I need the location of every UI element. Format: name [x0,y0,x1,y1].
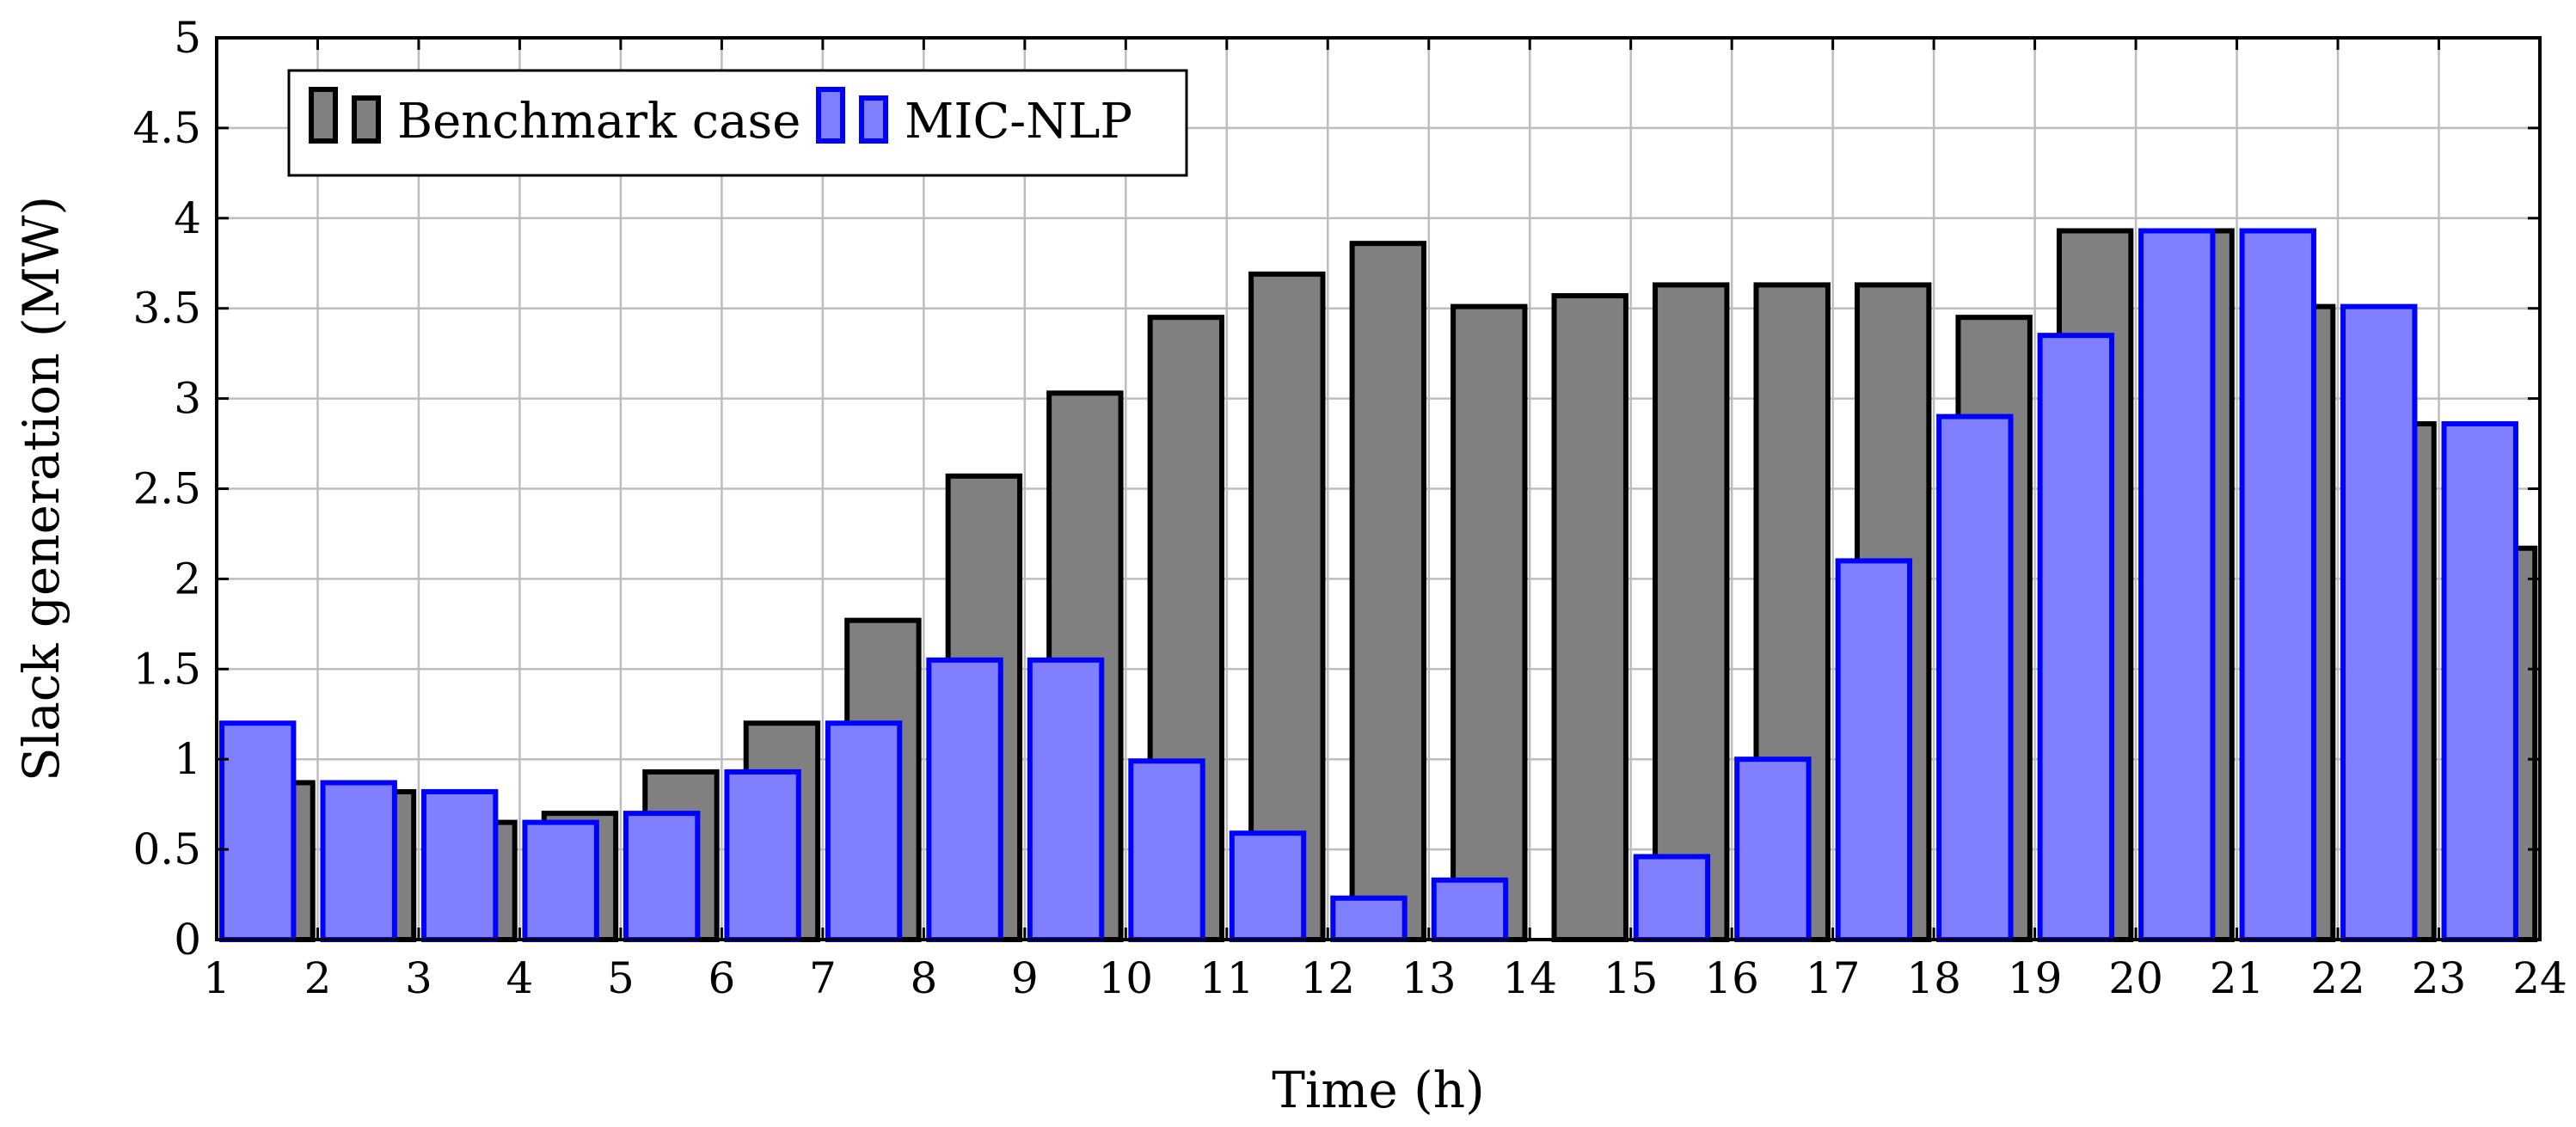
mic-nlp-bar [825,720,903,942]
benchmark-bar [1248,271,1326,942]
legend-swatch [352,95,381,144]
x-tick-label: 16 [1704,953,1759,1003]
mic-nlp-bar [420,788,499,942]
mic-nlp-bar [1330,895,1408,942]
y-tick-label: 2 [174,554,201,603]
mic-nlp-bar [2441,420,2518,942]
y-tick-label: 1 [174,734,201,784]
x-tick-label: 12 [1300,953,1355,1003]
x-tick-label: 14 [1502,953,1557,1003]
benchmark-bar [1451,303,1528,942]
x-tick-label: 19 [2008,953,2063,1003]
mic-nlp-bar [1229,830,1307,943]
legend-label: MIC-NLP [905,94,1132,150]
mic-nlp-bar [1633,854,1711,943]
y-tick-label: 2.5 [132,464,201,514]
x-tick-label: 13 [1401,953,1457,1003]
mic-nlp-bar [2239,228,2316,942]
x-tick-label: 9 [1011,953,1039,1003]
benchmark-bar [1551,293,1628,943]
mic-nlp-bar [623,811,701,943]
legend: Benchmark case MIC-NLP [287,69,1188,177]
y-tick-label: 3 [174,374,201,424]
bars [219,228,2538,943]
x-tick-label: 21 [2210,953,2265,1003]
mic-nlp-bar [926,657,1003,942]
benchmark-bar [1653,282,1730,942]
x-tick-label: 3 [405,953,432,1003]
x-tick-label: 22 [2310,953,2365,1003]
legend-swatch [816,87,845,144]
x-tick-label: 18 [1906,953,1961,1003]
mic-nlp-bar [522,819,599,942]
mic-nlp-bar [1936,413,2014,942]
legend-box [287,69,1188,177]
y-tick-label: 3.5 [132,284,201,334]
y-tick-label: 0 [174,915,201,965]
x-tick-label: 4 [506,953,534,1003]
x-tick-label: 6 [708,953,735,1003]
y-tick-label: 4.5 [132,103,201,153]
x-tick-label: 10 [1098,953,1153,1003]
x-tick-label: 2 [304,953,332,1003]
x-tick-label: 11 [1199,953,1254,1003]
mic-nlp-bar [320,780,397,942]
x-tick-label: 24 [2512,953,2567,1003]
legend-swatch [859,95,888,144]
mic-nlp-bar [1128,758,1205,942]
mic-nlp-bar [724,769,801,942]
mic-nlp-bar [2138,228,2216,942]
mic-nlp-bar [2340,303,2418,942]
y-tick-label: 4 [174,193,201,243]
x-tick-label: 23 [2412,953,2467,1003]
y-tick-label: 5 [174,13,201,63]
mic-nlp-bar [1835,558,1913,942]
y-axis-label: Slack generation (MW) [12,196,71,781]
mic-nlp-bar [1431,877,1509,942]
legend-swatch [309,87,338,144]
mic-nlp-bar [219,720,297,942]
x-tick-label: 1 [203,953,230,1003]
x-tick-label: 7 [809,953,837,1003]
x-tick-label: 5 [607,953,635,1003]
x-tick-label: 20 [2108,953,2163,1003]
y-tick-label: 1.5 [132,644,201,694]
x-tick-label: 17 [1806,953,1861,1003]
x-axis-label: Time (h) [1272,1061,1485,1119]
x-tick-label: 8 [910,953,937,1003]
x-tick-label: 15 [1604,953,1659,1003]
mic-nlp-bar [2037,333,2115,943]
legend-label: Benchmark case [397,94,800,150]
mic-nlp-bar [1734,756,1812,943]
y-tick-label: 0.5 [132,824,201,874]
axis-ticks: 1 2 3 4 5 6 7 8 9 10 11 12 13 14 15 16 17 18 19 20 21 22 23 240… [132,13,2567,1003]
benchmark-bar [1349,241,1426,942]
mic-nlp-bar [1027,657,1105,942]
